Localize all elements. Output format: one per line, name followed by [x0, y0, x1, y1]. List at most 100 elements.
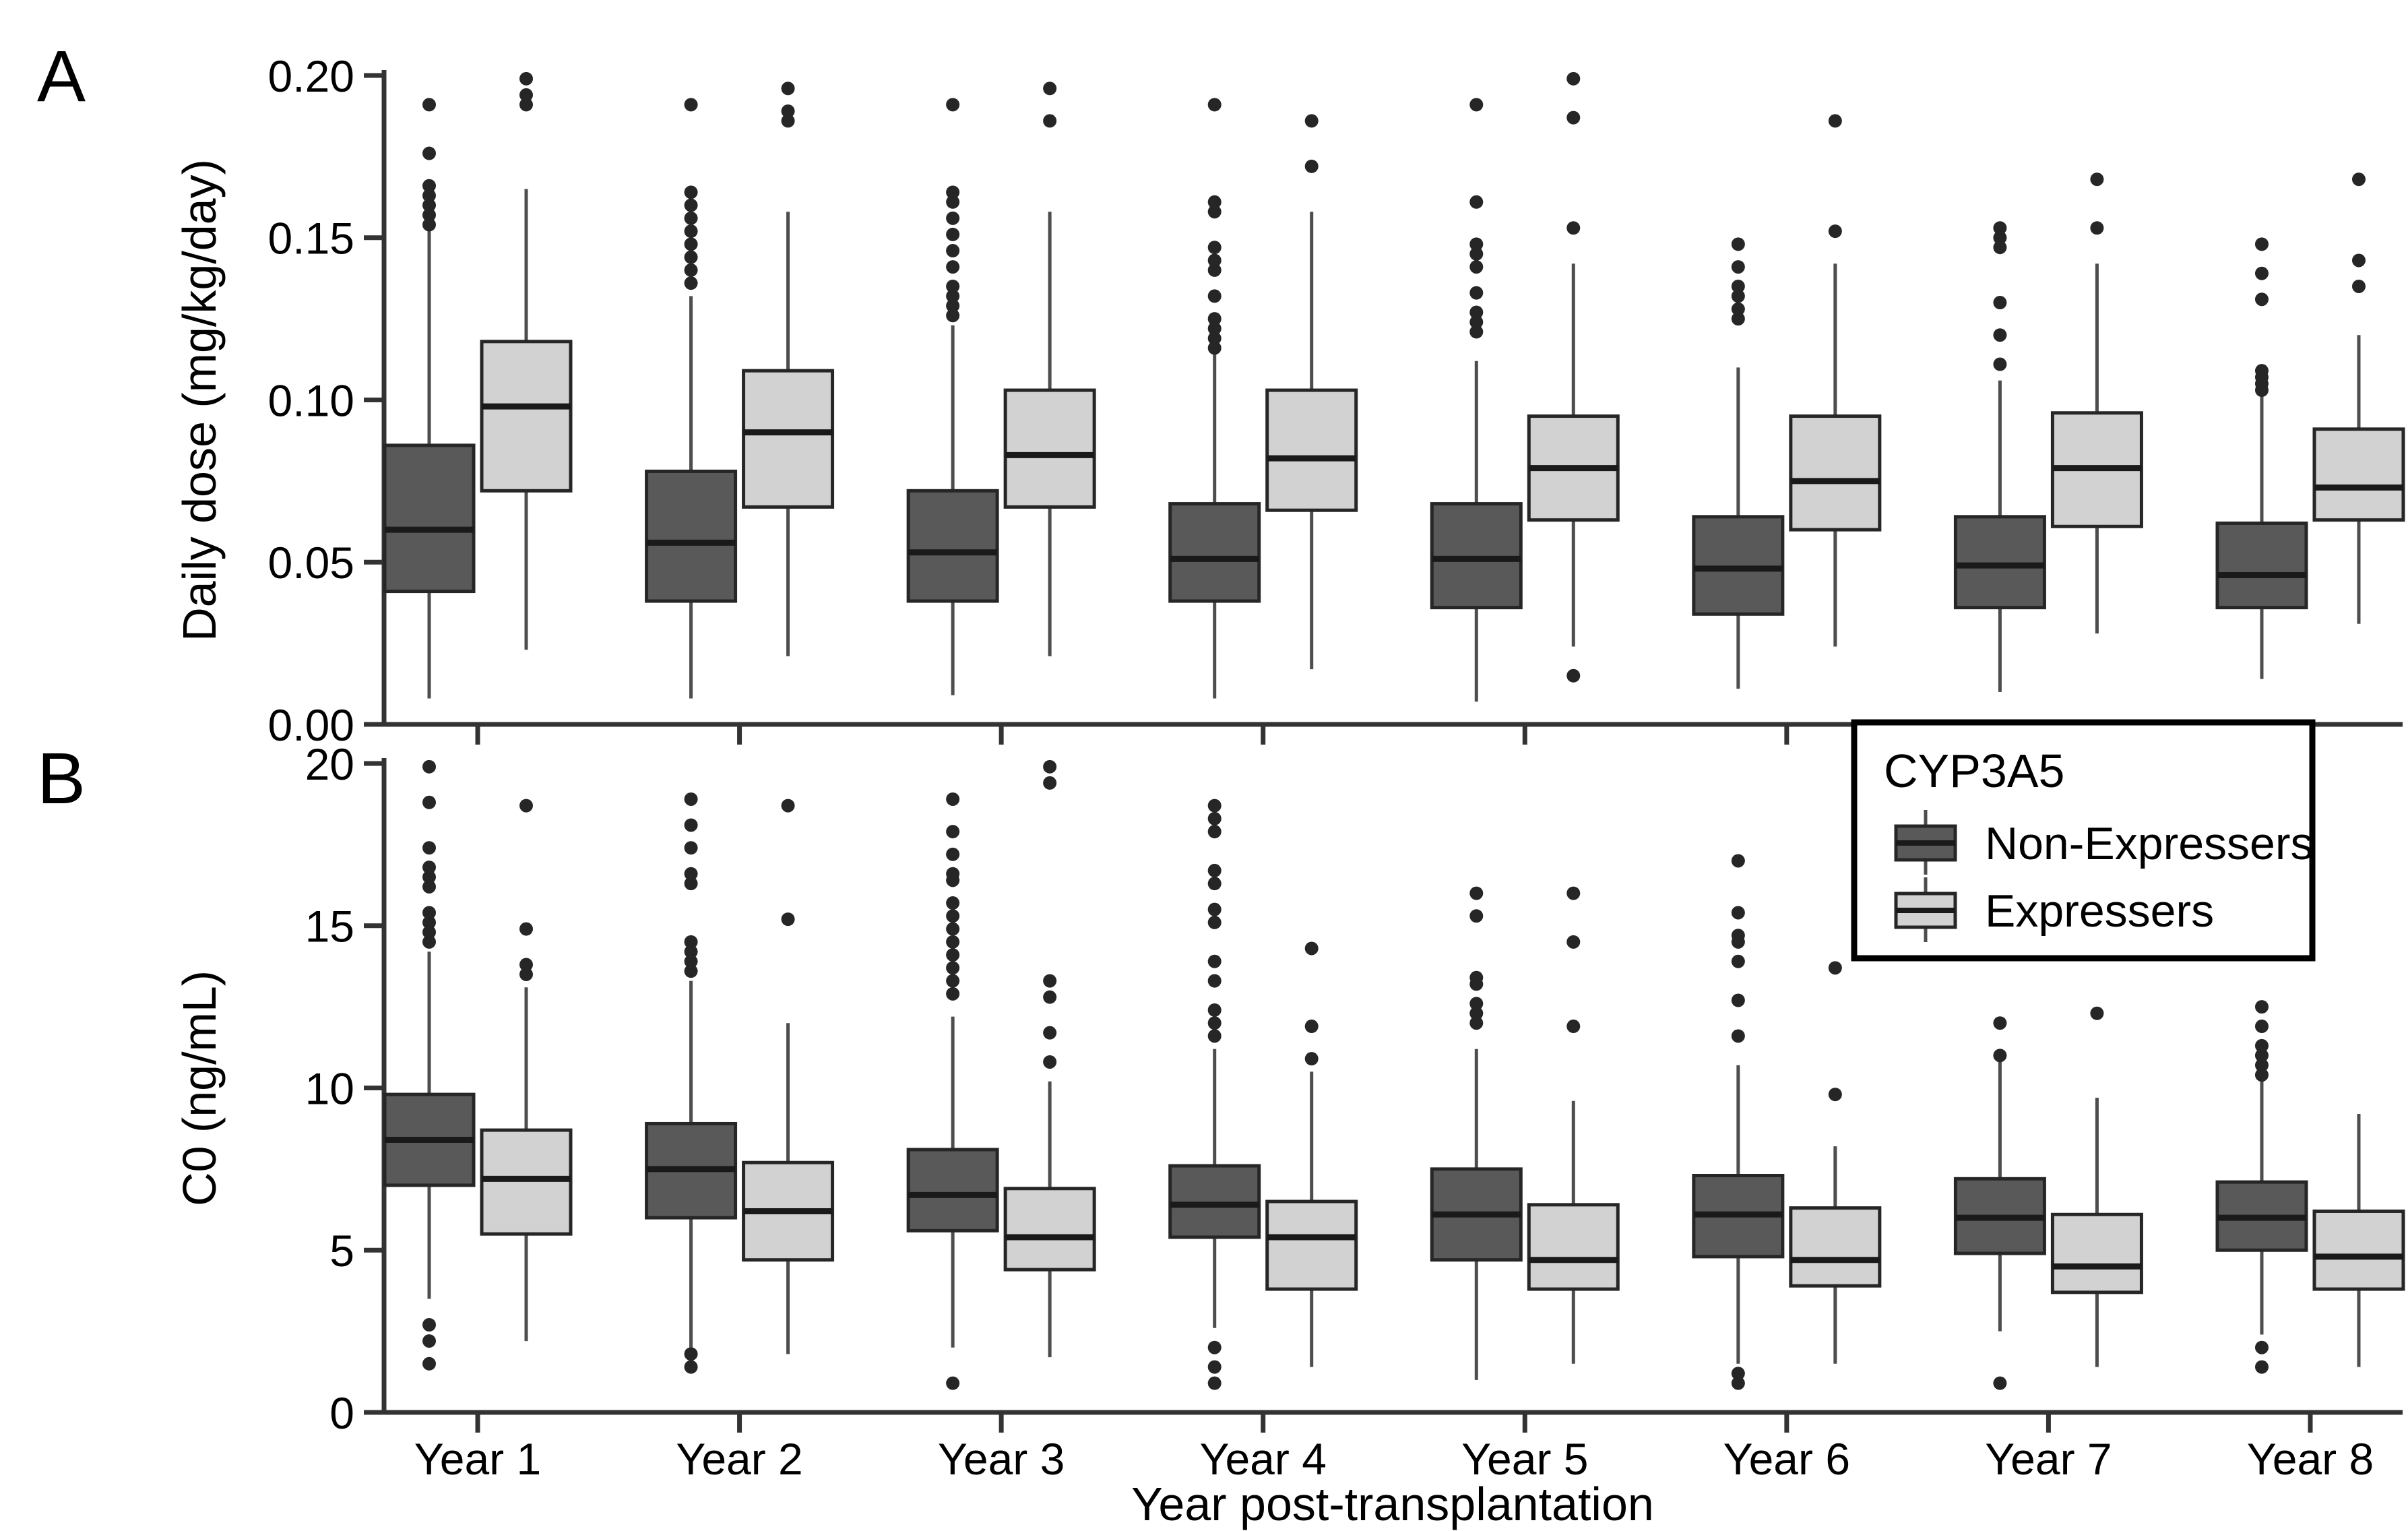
boxplot-year4-non-expressers — [1168, 98, 1261, 699]
outlier-dot — [1207, 863, 1222, 877]
outlier-dot — [1566, 71, 1581, 86]
legend: CYP3A5 Non-Expressers Expressers — [1851, 719, 2316, 962]
outlier-dot — [1993, 221, 2007, 235]
outlier-dot — [684, 250, 698, 264]
outlier-dot — [1304, 941, 1319, 956]
outlier-dot — [946, 98, 960, 112]
boxplot-year1-expressers — [480, 799, 573, 1342]
legend-item-non-expressers: Non-Expressers — [1985, 818, 2314, 869]
outlier-dot — [422, 179, 436, 193]
boxplot-year5-non-expressers — [1430, 886, 1523, 1380]
outlier-dot — [1043, 1055, 1057, 1069]
outlier-dot — [1207, 915, 1222, 929]
outlier-dot — [946, 244, 960, 258]
outlier-dot — [781, 912, 795, 927]
boxplot-year2-expressers — [742, 799, 835, 1354]
outlier-dot — [1469, 1016, 1484, 1030]
iqr-box — [742, 369, 835, 509]
outlier-dot — [2090, 1006, 2104, 1020]
outlier-dot — [1207, 811, 1222, 825]
outlier-dot — [1993, 241, 2007, 255]
outlier-dot — [1566, 111, 1581, 125]
outlier-dot — [684, 98, 698, 112]
outlier-dot — [1207, 1016, 1222, 1030]
boxplot-year7-expressers — [2050, 173, 2143, 634]
outlier-dot — [2254, 1020, 2269, 1034]
boxplot-year3-non-expressers — [906, 98, 999, 695]
outlier-dot — [1207, 195, 1222, 209]
boxplot-year1-expressers — [480, 71, 573, 650]
outlier-dot — [684, 263, 698, 277]
outlier-dot — [1207, 974, 1222, 988]
outlier-dot — [1993, 328, 2007, 342]
x-tick-label: Year 4 — [1200, 1434, 1327, 1484]
x-tick-label: Year 7 — [1985, 1434, 2112, 1484]
outlier-dot — [422, 208, 436, 222]
outlier-dot — [1566, 935, 1581, 949]
outlier-dot — [422, 189, 436, 203]
outlier-dot — [684, 1360, 698, 1374]
iqr-box — [2050, 1212, 2143, 1294]
boxplot-year6-non-expressers — [1692, 237, 1785, 689]
outlier-dot — [684, 237, 698, 251]
outlier-dot — [781, 114, 795, 128]
outlier-dot — [684, 276, 698, 290]
outlier-dot — [946, 211, 960, 225]
outlier-dot — [946, 309, 960, 323]
outlier-dot — [2254, 1068, 2269, 1082]
outlier-dot — [781, 82, 795, 96]
outlier-dot — [946, 227, 960, 241]
iqr-box — [906, 489, 999, 603]
plot-area: 0.00 0.05 0.10 0.15 0.20 0 5 10 15 20 Year 1 Year 2… — [268, 51, 2405, 1484]
outlier-dot — [1207, 312, 1222, 326]
legend-key-expressers-icon — [1894, 877, 1957, 942]
outlier-dot — [2254, 1340, 2269, 1354]
boxplot-year6-non-expressers — [1692, 854, 1785, 1390]
boxplot-year8-expressers — [2312, 173, 2405, 624]
outlier-dot — [946, 847, 960, 861]
outlier-dot — [1993, 296, 2007, 310]
outlier-dot — [1469, 98, 1484, 112]
iqr-box — [1953, 515, 2046, 610]
outlier-dot — [1993, 1016, 2007, 1030]
boxplot-year7-expressers — [2050, 1006, 2143, 1367]
outlier-dot — [1469, 195, 1484, 209]
outlier-dot — [2351, 279, 2366, 293]
outlier-dot — [1828, 114, 1842, 128]
outlier-dot — [422, 198, 436, 212]
outlier-dot — [2254, 1058, 2269, 1072]
boxplot-year8-expressers — [2312, 1114, 2405, 1367]
outlier-dot — [1207, 954, 1222, 968]
outlier-dot — [1043, 114, 1057, 128]
outlier-dot — [1731, 1376, 1745, 1390]
boxplot-year8-non-expressers — [2215, 237, 2308, 679]
x-tick-label: Year 5 — [1461, 1434, 1588, 1484]
outlier-dot — [1207, 1003, 1222, 1017]
outlier-dot — [1731, 289, 1745, 303]
outlier-dot — [684, 224, 698, 239]
outlier-dot — [1207, 241, 1222, 255]
outlier-dot — [946, 909, 960, 923]
outlier-dot — [422, 915, 436, 929]
outlier-dot — [1469, 286, 1484, 300]
outlier-dot — [1207, 321, 1222, 336]
outlier-dot — [1731, 1029, 1745, 1043]
outlier-dot — [1993, 1376, 2007, 1390]
outlier-dot — [422, 870, 436, 884]
iqr-box — [1527, 1203, 1620, 1291]
outlier-dot — [1566, 668, 1581, 683]
outlier-dot — [1731, 302, 1745, 316]
legend-item-expressers: Expressers — [1985, 885, 2214, 937]
y-tick-label: 0.20 — [268, 51, 354, 101]
outlier-dot — [519, 922, 533, 936]
y-tick-label: 0 — [329, 1388, 354, 1438]
outlier-dot — [781, 104, 795, 118]
outlier-dot — [946, 896, 960, 910]
iqr-box — [1003, 388, 1096, 509]
iqr-box — [480, 340, 573, 493]
iqr-box — [2312, 427, 2405, 522]
outlier-dot — [946, 922, 960, 936]
outlier-dot — [422, 759, 436, 774]
outlier-dot — [2254, 1360, 2269, 1374]
outlier-dot — [1993, 357, 2007, 371]
